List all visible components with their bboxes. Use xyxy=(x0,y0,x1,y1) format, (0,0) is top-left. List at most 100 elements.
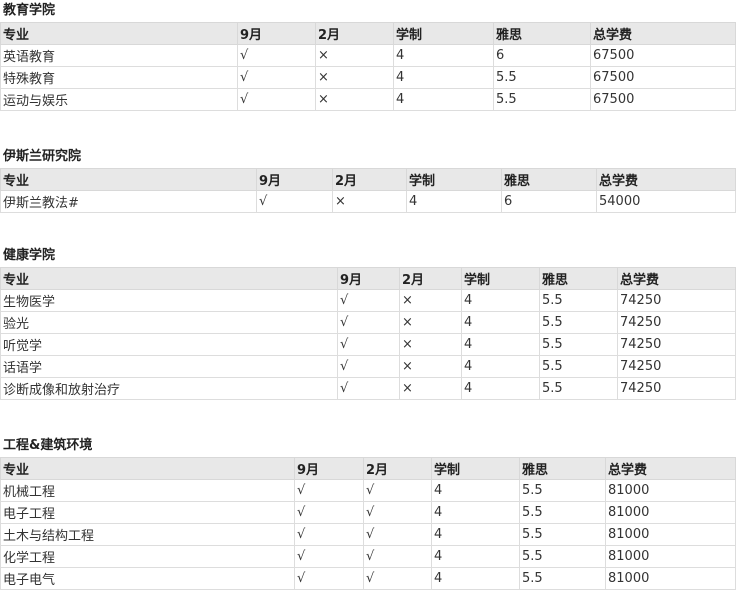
table-cell: 74250 xyxy=(617,311,736,334)
table-cell: √ xyxy=(337,289,400,312)
table-cell: √ xyxy=(237,66,316,89)
table-cell: 验光 xyxy=(0,311,338,334)
table-cell: 4 xyxy=(431,479,520,502)
program-table: 专业 9月 2月 学制 雅思 总学费 英语教育 √ × 4 6 67500 特殊教育 √ × 4 5.5 6750… xyxy=(0,22,736,111)
table-cell: 67500 xyxy=(590,88,736,111)
column-header: 专业 xyxy=(0,168,257,191)
table-cell: 67500 xyxy=(590,66,736,89)
table-cell: 81000 xyxy=(605,501,736,524)
table-row: 电子电气 √ √ 4 5.5 81000 xyxy=(0,567,736,590)
table-cell: 74250 xyxy=(617,333,736,356)
column-header: 9月 xyxy=(337,267,400,290)
section-title: 伊斯兰研究院 xyxy=(3,149,82,164)
table-cell: 74250 xyxy=(617,355,736,378)
table-cell: 生物医学 xyxy=(0,289,338,312)
table-cell: √ xyxy=(237,88,316,111)
table-cell: √ xyxy=(294,523,364,546)
column-header: 9月 xyxy=(294,457,364,480)
table-row: 土木与结构工程 √ √ 4 5.5 81000 xyxy=(0,523,736,546)
table-row: 机械工程 √ √ 4 5.5 81000 xyxy=(0,479,736,502)
table-cell: 话语学 xyxy=(0,355,338,378)
table-cell: √ xyxy=(337,355,400,378)
column-header: 2月 xyxy=(332,168,407,191)
table-cell: 机械工程 xyxy=(0,479,295,502)
faculty-section: 健康学院 专业 9月 2月 学制 雅思 总学费 生物医学 √ × 4 5.5 74250 验光 √ × 4 5.5… xyxy=(0,246,736,400)
table-cell: 化学工程 xyxy=(0,545,295,568)
table-header-row: 专业 9月 2月 学制 雅思 总学费 xyxy=(0,267,736,290)
table-cell: 4 xyxy=(461,333,540,356)
table-cell: 81000 xyxy=(605,567,736,590)
table-cell: √ xyxy=(294,479,364,502)
column-header: 学制 xyxy=(461,267,540,290)
table-cell: 5.5 xyxy=(539,289,618,312)
faculty-section: 伊斯兰研究院专业 9月 2月 学制 雅思 总学费 伊斯兰教法# √ × 4 6 54000 xyxy=(0,147,736,213)
table-cell: √ xyxy=(237,44,316,67)
section-title: 健康学院 xyxy=(3,248,56,263)
table-cell: 电子电气 xyxy=(0,567,295,590)
table-cell: √ xyxy=(294,545,364,568)
table-cell: 4 xyxy=(461,377,540,400)
table-cell: × xyxy=(332,190,407,213)
table-cell: √ xyxy=(363,545,432,568)
column-header: 总学费 xyxy=(590,22,736,45)
table-cell: 5.5 xyxy=(519,523,606,546)
program-table: 专业 9月 2月 学制 雅思 总学费 伊斯兰教法# √ × 4 6 54000 xyxy=(0,168,736,213)
table-cell: √ xyxy=(337,377,400,400)
table-cell: 6 xyxy=(501,190,597,213)
column-header: 总学费 xyxy=(617,267,736,290)
table-cell: 4 xyxy=(461,355,540,378)
table-cell: √ xyxy=(363,479,432,502)
column-header: 雅思 xyxy=(493,22,591,45)
column-header: 雅思 xyxy=(539,267,618,290)
table-cell: 运动与娱乐 xyxy=(0,88,238,111)
table-cell: 听觉学 xyxy=(0,333,338,356)
section-title: 教育学院 xyxy=(3,3,56,18)
table-cell: 5.5 xyxy=(519,567,606,590)
table-cell: × xyxy=(399,355,462,378)
table-row: 话语学 √ × 4 5.5 74250 xyxy=(0,355,736,378)
column-header: 2月 xyxy=(363,457,432,480)
table-cell: 4 xyxy=(431,545,520,568)
table-row: 伊斯兰教法# √ × 4 6 54000 xyxy=(0,190,736,213)
column-header: 2月 xyxy=(399,267,462,290)
table-header-row: 专业 9月 2月 学制 雅思 总学费 xyxy=(0,457,736,480)
table-cell: 4 xyxy=(461,289,540,312)
program-table: 专业 9月 2月 学制 雅思 总学费 机械工程 √ √ 4 5.5 81000 电子工程 √ √ 4 5.5 81… xyxy=(0,457,736,590)
table-cell: 5.5 xyxy=(519,479,606,502)
table-cell: 4 xyxy=(393,88,494,111)
table-cell: 4 xyxy=(431,523,520,546)
table-cell: 特殊教育 xyxy=(0,66,238,89)
faculty-section: 工程&建筑环境 专业 9月 2月 学制 雅思 总学费 机械工程 √ √ 4 5.5 81000 电子工程 √… xyxy=(0,436,736,590)
table-cell: 81000 xyxy=(605,523,736,546)
table-cell: 5.5 xyxy=(493,66,591,89)
table-cell: 5.5 xyxy=(539,377,618,400)
table-cell: 4 xyxy=(461,311,540,334)
table-cell: 74250 xyxy=(617,289,736,312)
table-cell: √ xyxy=(363,501,432,524)
column-header: 9月 xyxy=(256,168,333,191)
table-cell: × xyxy=(315,88,394,111)
section-title: 工程&建筑环境 xyxy=(3,438,93,453)
table-cell: 伊斯兰教法# xyxy=(0,190,257,213)
table-row: 化学工程 √ √ 4 5.5 81000 xyxy=(0,545,736,568)
table-cell: 土木与结构工程 xyxy=(0,523,295,546)
table-cell: √ xyxy=(294,501,364,524)
table-header-row: 专业 9月 2月 学制 雅思 总学费 xyxy=(0,168,736,191)
table-cell: 诊断成像和放射治疗 xyxy=(0,377,338,400)
table-cell: 4 xyxy=(431,501,520,524)
table-cell: 6 xyxy=(493,44,591,67)
table-cell: 5.5 xyxy=(493,88,591,111)
table-cell: 4 xyxy=(393,66,494,89)
column-header: 专业 xyxy=(0,267,338,290)
column-header: 2月 xyxy=(315,22,394,45)
table-cell: 5.5 xyxy=(539,355,618,378)
table-cell: √ xyxy=(363,523,432,546)
column-header: 总学费 xyxy=(605,457,736,480)
table-row: 电子工程 √ √ 4 5.5 81000 xyxy=(0,501,736,524)
table-cell: 电子工程 xyxy=(0,501,295,524)
table-cell: 5.5 xyxy=(519,501,606,524)
table-cell: √ xyxy=(294,567,364,590)
table-cell: 54000 xyxy=(596,190,736,213)
table-cell: 67500 xyxy=(590,44,736,67)
table-cell: 5.5 xyxy=(539,311,618,334)
